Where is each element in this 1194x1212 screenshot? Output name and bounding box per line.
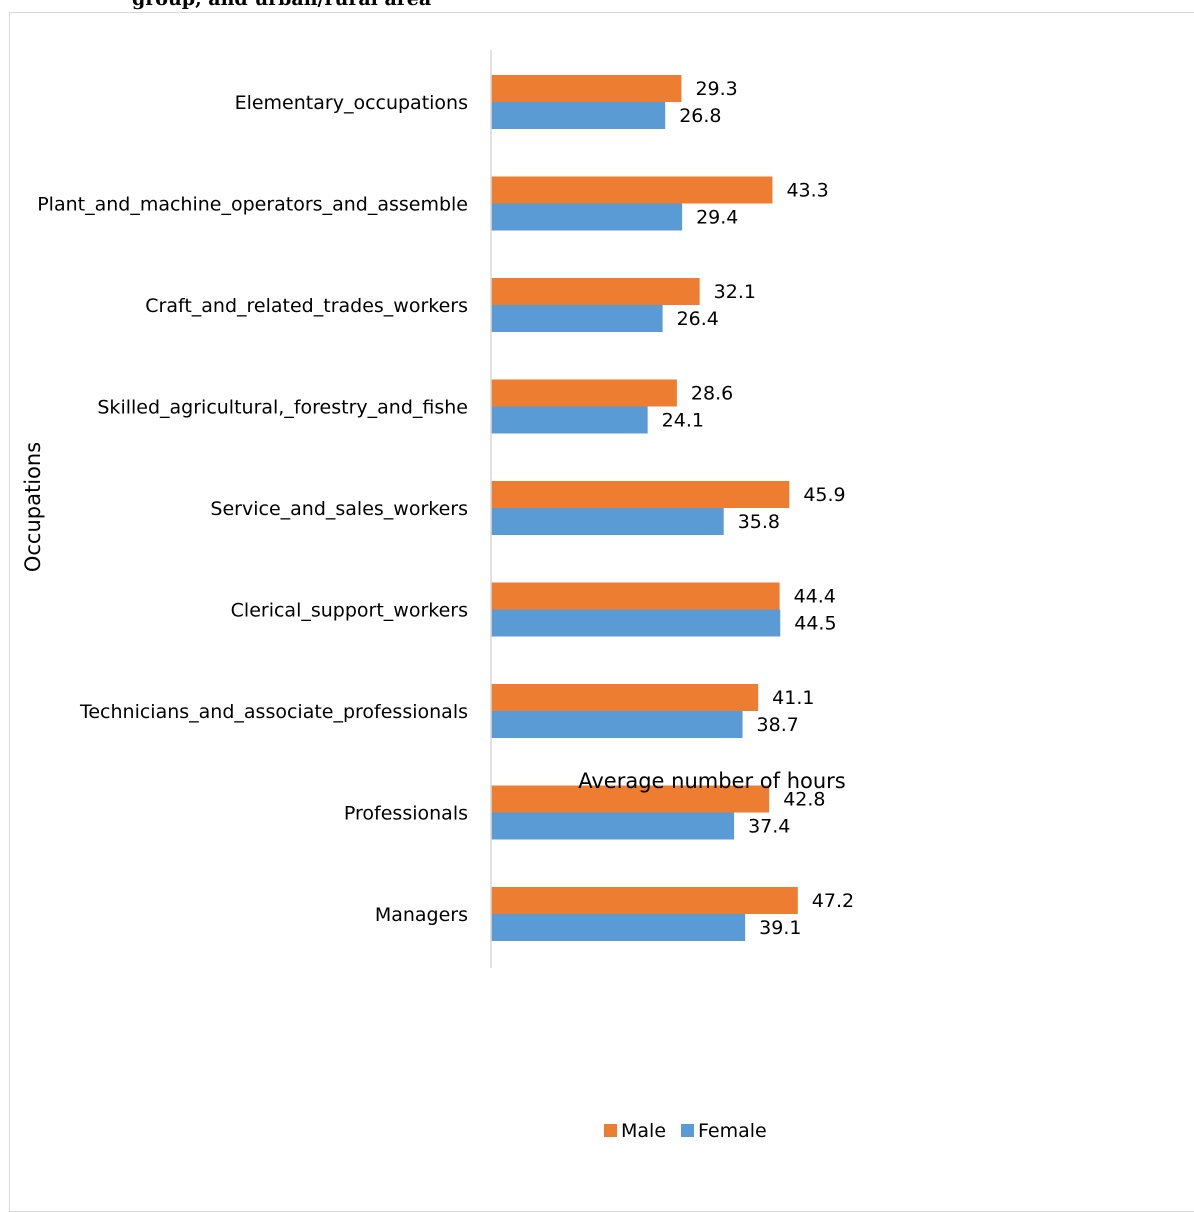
data-label-male: 29.3 <box>695 78 737 100</box>
legend-swatch-male <box>604 1124 617 1137</box>
bars-group: Elementary_occupations 29.3 26.8 Plant_and_… <box>37 75 854 941</box>
legend-swatch-female <box>681 1124 694 1137</box>
data-label-male: 44.4 <box>794 586 836 608</box>
legend-label-male: Male <box>621 1120 666 1142</box>
bar-female <box>491 812 735 840</box>
data-label-female: 26.4 <box>677 308 719 330</box>
legend-label-female: Female <box>698 1120 767 1142</box>
data-label-male: 32.1 <box>714 281 756 303</box>
category-label: Skilled_agricultural,_forestry_and_fishe <box>97 397 468 419</box>
bar-female <box>491 914 746 941</box>
category-label: Plant_and_machine_operators_and_assemble <box>37 194 468 216</box>
bar-female <box>491 203 683 231</box>
data-label-female: 44.5 <box>794 613 836 635</box>
bar-female <box>491 711 743 738</box>
bar-female <box>491 102 666 129</box>
x-axis-title: Average number of hours <box>578 769 846 793</box>
data-label-female: 35.8 <box>738 511 780 533</box>
bar-male <box>491 75 682 102</box>
bar-male <box>491 481 790 508</box>
chart-caption: group, and urban/rural area <box>132 0 431 10</box>
data-label-female: 29.4 <box>696 207 738 229</box>
category-label: Craft_and_related_trades_workers <box>145 295 468 317</box>
category-label: Service_and_sales_workers <box>210 498 468 520</box>
data-label-female: 26.8 <box>679 105 721 127</box>
data-label-female: 39.1 <box>759 917 801 939</box>
category-label: Managers <box>375 904 468 926</box>
data-label-female: 38.7 <box>757 714 799 736</box>
category-label: Professionals <box>344 803 468 825</box>
category-label: Technicians_and_associate_professionals <box>79 701 468 723</box>
legend: Male Female <box>604 1120 767 1142</box>
data-label-male: 47.2 <box>812 890 854 912</box>
bar-male <box>491 684 759 711</box>
data-label-male: 28.6 <box>691 383 733 405</box>
bar-male <box>491 278 700 305</box>
data-label-female: 37.4 <box>748 816 790 838</box>
bar-male <box>491 785 770 813</box>
bar-male <box>491 379 677 407</box>
bar-male <box>491 176 773 204</box>
data-label-male: 45.9 <box>803 484 845 506</box>
bar-female <box>491 305 663 332</box>
bar-female <box>491 508 724 535</box>
bar-female <box>491 609 781 637</box>
bar-female <box>491 406 648 434</box>
data-label-female: 24.1 <box>662 410 704 432</box>
category-label: Clerical_support_workers <box>231 600 468 622</box>
data-label-male: 43.3 <box>786 180 828 202</box>
data-label-male: 41.1 <box>772 687 814 709</box>
bar-male <box>491 582 780 610</box>
bar-male <box>491 887 798 914</box>
data-label-male: 42.8 <box>783 789 825 811</box>
category-label: Elementary_occupations <box>235 92 468 114</box>
y-axis-title: Occupations <box>21 442 45 572</box>
